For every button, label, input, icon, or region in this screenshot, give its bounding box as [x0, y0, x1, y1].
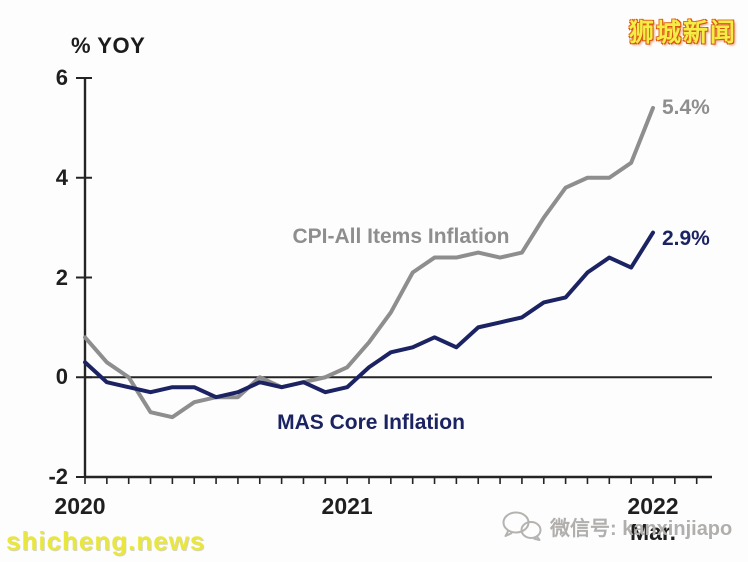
site-watermark-top-right: 狮城新闻: [628, 19, 737, 47]
mas-core-series-label: MAS Core Inflation: [277, 411, 465, 434]
cpi-all-items-line: [83, 105, 655, 420]
cpi-end-value-label: 5.4%: [661, 95, 710, 119]
mas-core-end-value-label: 2.9%: [661, 226, 710, 250]
y-axis-tick-label: 2: [55, 264, 68, 290]
y-axis-tick-label: -2: [48, 464, 68, 489]
cpi-series-label: CPI-All Items Inflation: [292, 225, 510, 248]
wechat-watermark: 微信号: kanxinjiapo: [501, 510, 732, 542]
site-watermark-bottom-left: shicheng.news: [6, 526, 206, 556]
wechat-icon: [501, 510, 543, 542]
y-axis-tick-label: 4: [55, 164, 68, 190]
y-axis-title: % YOY: [71, 33, 146, 58]
y-axis-tick-label: 6: [55, 65, 68, 90]
x-axis-tick-label: 2022 Mar.: [627, 493, 679, 545]
x-axis-tick-label: 2020: [54, 493, 106, 519]
y-axis-tick-label: 0: [55, 364, 68, 390]
x-axis-tick-label: 2021: [321, 493, 373, 519]
mas-core-line: [83, 230, 655, 400]
wechat-id-text: 微信号: kanxinjiapo: [550, 517, 733, 540]
